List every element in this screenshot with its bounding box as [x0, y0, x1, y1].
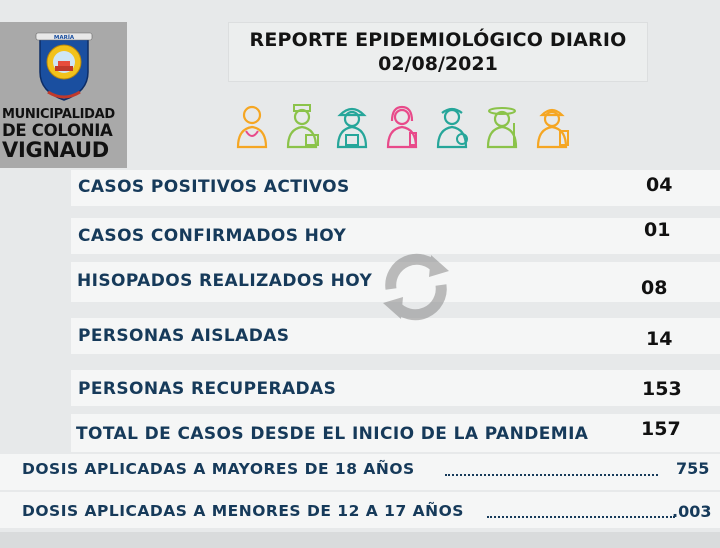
cleaner-icon: [536, 108, 569, 149]
stat-value-active-cases: 04: [646, 174, 673, 196]
stat-label-active-cases: CASOS POSITIVOS ACTIVOS: [78, 177, 350, 197]
doctor-icon: [236, 105, 268, 149]
bottom-bar: [0, 532, 720, 548]
stat-label-recovered: PERSONAS RECUPERADAS: [78, 379, 337, 399]
row-bg-7: [0, 454, 720, 490]
dose-value-minors: .003: [672, 502, 712, 521]
firefighter-icon: [336, 107, 368, 149]
coat-of-arms-icon: MARÍA: [35, 32, 93, 101]
row-bg-1: [71, 170, 720, 206]
stat-value-total-cases: 157: [641, 418, 681, 440]
municipality-logo: MARÍA MUNICIPALIDAD DE COLONIA VIGNAUD: [0, 22, 127, 168]
pharmacist-icon: [386, 105, 418, 149]
dotted-leader: [487, 516, 675, 518]
stat-label-isolated: PERSONAS AISLADAS: [78, 326, 290, 346]
stat-label-swabs-today: HISOPADOS REALIZADOS HOY: [77, 271, 373, 291]
essential-workers-icons: [232, 103, 572, 149]
logo-ribbon-text: MARÍA: [54, 33, 75, 41]
refresh-watermark-icon: [383, 253, 449, 321]
farmer-icon: [486, 107, 518, 149]
report-title: REPORTE EPIDEMIOLÓGICO DIARIO: [249, 29, 627, 51]
row-bg-5: [71, 370, 720, 406]
report-title-box: REPORTE EPIDEMIOLÓGICO DIARIO 02/08/2021: [228, 22, 648, 82]
dose-label-adults: DOSIS APLICADAS A MAYORES DE 18 AÑOS: [22, 460, 415, 478]
healthworker-icon: [436, 107, 468, 149]
row-bg-4: [71, 318, 720, 354]
stat-value-confirmed-today: 01: [644, 219, 671, 241]
logo-line-1: MUNICIPALIDAD: [2, 107, 115, 122]
row-bg-8: [0, 492, 720, 528]
stat-label-confirmed-today: CASOS CONFIRMADOS HOY: [78, 226, 347, 246]
nurse-icon: [286, 104, 319, 149]
stat-value-isolated: 14: [646, 328, 673, 350]
dotted-leader: [445, 474, 658, 476]
report-date: 02/08/2021: [378, 53, 498, 75]
row-bg-6: [71, 414, 720, 452]
dose-value-adults: 755: [676, 459, 710, 478]
dose-label-minors: DOSIS APLICADAS A MENORES DE 12 A 17 AÑO…: [22, 502, 464, 520]
row-bg-2: [71, 218, 720, 254]
stat-label-total-cases: TOTAL DE CASOS DESDE EL INICIO DE LA PAN…: [76, 424, 589, 444]
stat-value-recovered: 153: [642, 378, 682, 400]
stat-value-swabs-today: 08: [641, 277, 668, 299]
logo-line-3: VIGNAUD: [2, 138, 109, 162]
logo-line-2: DE COLONIA: [2, 121, 113, 140]
